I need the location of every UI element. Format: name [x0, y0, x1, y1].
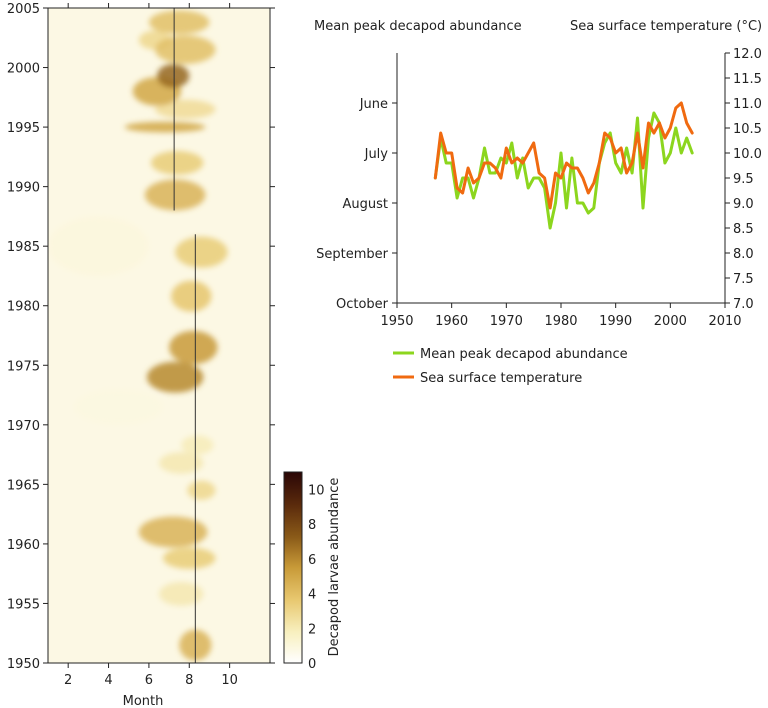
heatmap-cells: [48, 10, 228, 661]
y-tick-label: 1950: [7, 657, 40, 672]
heatmap-cell: [74, 389, 164, 425]
y-tick-label: 1975: [7, 359, 40, 374]
colorbar-ticks: 0 2 4 6 8 10: [308, 483, 325, 672]
y-tick-label: 1985: [7, 240, 40, 255]
series-line-abundance: [433, 111, 694, 230]
left-tick-label: August: [343, 197, 389, 212]
legend: Mean peak decapod abundance Sea surface …: [393, 347, 628, 386]
heatmap-cell: [163, 547, 216, 569]
colorbar-label: Decapod larvae abundance: [327, 478, 342, 657]
right-tick-label: 7.0: [733, 297, 754, 312]
heatmap-cell: [175, 236, 228, 268]
right-tick-label: 12.0: [733, 47, 762, 62]
left-tick-label: September: [316, 247, 389, 262]
left-tick-label: July: [364, 147, 389, 162]
peak-month-lines: [173, 8, 196, 663]
y-tick-label: 1960: [7, 538, 40, 553]
right-axis-ticks: 7.0 7.5 8.0 8.5 9.0 9.5 10.0 10.5 11.0 11.5 12.0: [725, 47, 762, 312]
heatmap-panel: 1950 1955 1960 1965 1970 1975 1980 1985 1990 1995…: [7, 2, 275, 708]
y-tick-label: 1970: [7, 419, 40, 434]
colorbar-tick-label: 0: [308, 657, 316, 672]
heatmap-cell: [169, 330, 218, 365]
heatmap-cell: [138, 516, 208, 548]
y-tick-label: 1990: [7, 181, 40, 196]
colorbar: 0 2 4 6 8 10 Decapod larvae abundance: [283, 471, 342, 672]
colorbar-tick-label: 6: [308, 553, 316, 568]
y-tick-label: 2005: [7, 2, 40, 17]
heatmap-cell: [159, 582, 204, 606]
x-tick-label: 1990: [599, 314, 632, 329]
heatmap-background: [48, 8, 270, 663]
heatmap-frame: [47, 7, 271, 664]
right-tick-label: 11.0: [733, 97, 762, 112]
right-tick-label: 8.5: [733, 222, 754, 237]
x-tick-label: 1950: [380, 314, 413, 329]
y-tick-label: 2000: [7, 62, 40, 77]
y-tick-label: 1955: [7, 597, 40, 612]
heatmap-cell: [146, 361, 204, 393]
x-tick-label: 8: [185, 673, 193, 688]
right-tick-label: 8.0: [733, 247, 754, 262]
heatmap-x-axis: 2 4 6 8 10: [64, 3, 238, 688]
right-axis-title: Sea surface temperature (°C): [570, 19, 762, 34]
x-tick-label: 4: [104, 673, 112, 688]
colorbar-tick-label: 4: [308, 588, 316, 603]
right-tick-label: 9.5: [733, 172, 754, 187]
heatmap-y-axis: 1950 1955 1960 1965 1970 1975 1980 1985 1990 1995…: [7, 2, 275, 672]
heatmap-cell: [154, 99, 216, 119]
colorbar-gradient: [283, 471, 303, 664]
heatmap-cell: [159, 452, 204, 474]
heatmap-cell: [156, 63, 190, 88]
heatmap-cell: [148, 10, 210, 35]
right-tick-label: 10.5: [733, 122, 762, 137]
x-tick-label: 1970: [490, 314, 523, 329]
right-tick-label: 10.0: [733, 147, 762, 162]
left-axis-title: Mean peak decapod abundance: [314, 19, 522, 34]
heatmap-cell: [154, 35, 216, 64]
right-tick-label: 7.5: [733, 272, 754, 287]
heatmap-cell: [124, 121, 206, 133]
legend-label-abundance: Mean peak decapod abundance: [420, 347, 628, 362]
line-chart-panel: Mean peak decapod abundance Sea surface …: [314, 19, 762, 329]
series-line-sst: [433, 101, 694, 210]
x-tick-label: 2000: [654, 314, 687, 329]
left-tick-label: June: [359, 97, 388, 112]
heatmap-x-label: Month: [123, 694, 164, 708]
colorbar-tick-label: 2: [308, 622, 316, 637]
right-tick-label: 9.0: [733, 197, 754, 212]
right-tick-label: 11.5: [733, 72, 762, 87]
colorbar-tick-label: 8: [308, 518, 316, 533]
y-tick-label: 1995: [7, 121, 40, 136]
heatmap-cell: [150, 150, 204, 175]
colorbar-tick-label: 10: [308, 483, 325, 498]
y-tick-label: 1980: [7, 300, 40, 315]
heatmap-cell: [144, 179, 206, 211]
line-series: [433, 101, 694, 230]
x-tick-label: 1980: [544, 314, 577, 329]
legend-label-sst: Sea surface temperature: [420, 371, 582, 386]
x-tick-label: 2010: [708, 314, 741, 329]
x-tick-label: 6: [145, 673, 153, 688]
heatmap-cell: [48, 216, 149, 276]
heatmap-cell: [171, 280, 212, 312]
x-tick-label: 2: [64, 673, 72, 688]
x-tick-label: 10: [221, 673, 238, 688]
x-axis-ticks: 1950 1960 1970 1980 1990 2000 2010: [380, 303, 742, 329]
x-tick-label: 1960: [435, 314, 468, 329]
heatmap-cell: [187, 480, 216, 500]
y-tick-label: 1965: [7, 478, 40, 493]
heatmap-cell: [181, 435, 214, 455]
left-tick-label: October: [336, 297, 389, 312]
left-axis-ticks: June July August September October: [316, 97, 397, 312]
